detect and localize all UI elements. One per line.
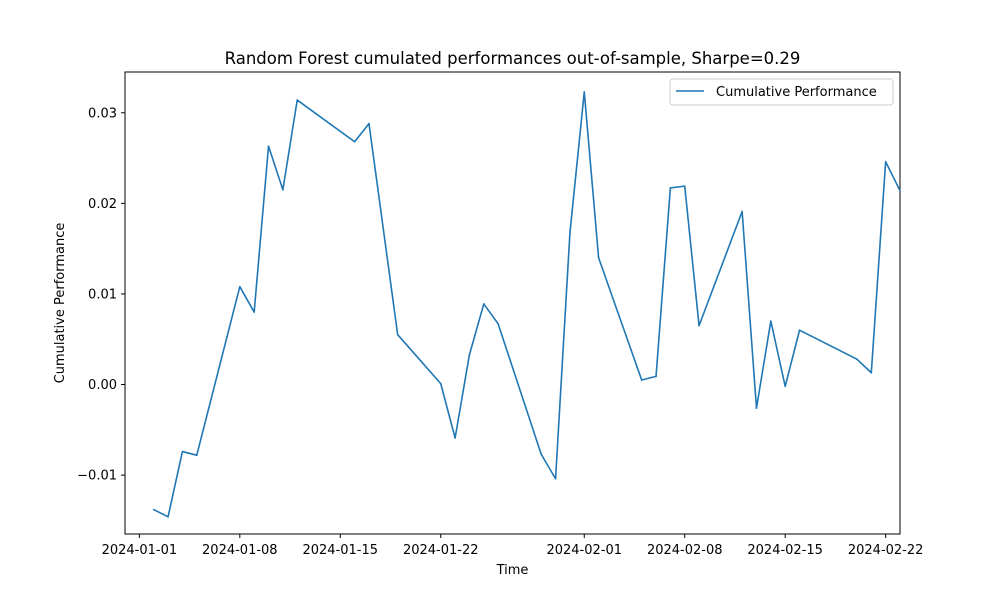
data-point (368, 122, 370, 125)
data-point (454, 437, 456, 439)
data-point (798, 329, 801, 331)
data-point (239, 285, 241, 288)
data-point (683, 185, 686, 187)
legend-label: Cumulative Performance (716, 85, 877, 100)
data-point (870, 371, 873, 374)
y-tick-label: 0.03 (88, 106, 117, 121)
data-point (698, 324, 700, 327)
data-point (497, 323, 499, 325)
y-axis-title: Cumulative Performance (53, 223, 68, 384)
data-point (884, 160, 887, 163)
series-line-cumulative-performance (153, 91, 901, 518)
series-points (152, 91, 901, 518)
data-point (267, 145, 270, 148)
data-point (569, 232, 571, 235)
x-tick-label: 2024-01-22 (403, 543, 479, 558)
data-point (353, 140, 356, 143)
data-point (741, 210, 743, 213)
legend-box (669, 78, 894, 106)
x-tick-label: 2024-01-08 (202, 543, 278, 558)
x-tick-label: 2024-02-22 (848, 543, 924, 558)
y-axis: −0.01 0.00 0.01 0.02 0.03 (77, 106, 125, 484)
x-tick-label: 2024-02-01 (546, 543, 622, 558)
y-tick-label: 0.00 (88, 378, 117, 393)
data-point (540, 453, 542, 456)
data-point (669, 187, 672, 189)
data-point (195, 454, 198, 456)
data-point (784, 385, 786, 388)
x-tick-label: 2024-01-01 (102, 543, 178, 558)
data-point (296, 99, 299, 101)
data-point (253, 311, 255, 313)
data-point (282, 188, 284, 191)
x-axis: 2024-01-01 2024-01-08 2024-01-15 2024-01-22… (102, 534, 924, 558)
chart-title: Random Forest cumulated performances out… (225, 49, 801, 68)
data-point (152, 508, 155, 511)
x-tick-label: 2024-02-15 (747, 543, 823, 558)
data-point (396, 333, 399, 336)
data-point (483, 303, 485, 305)
data-point (640, 379, 643, 381)
data-point (468, 353, 471, 356)
data-point (655, 375, 657, 378)
data-point (583, 91, 586, 93)
data-point (181, 450, 184, 453)
plot-frame (124, 71, 901, 535)
data-point (770, 320, 772, 322)
data-point (167, 515, 169, 518)
y-tick-label: −0.01 (77, 469, 117, 484)
data-point (439, 382, 442, 385)
x-tick-label: 2024-02-08 (647, 543, 723, 558)
y-tick-label: 0.02 (88, 197, 117, 212)
plot-area (124, 71, 901, 535)
data-point (899, 189, 901, 192)
x-axis-title: Time (496, 563, 529, 578)
x-tick-label: 2024-01-15 (302, 543, 378, 558)
data-point (755, 407, 758, 409)
data-point (554, 477, 557, 480)
legend: Cumulative Performance (669, 78, 894, 106)
data-point (856, 358, 858, 360)
data-point (597, 256, 600, 259)
y-tick-label: 0.01 (88, 287, 117, 302)
